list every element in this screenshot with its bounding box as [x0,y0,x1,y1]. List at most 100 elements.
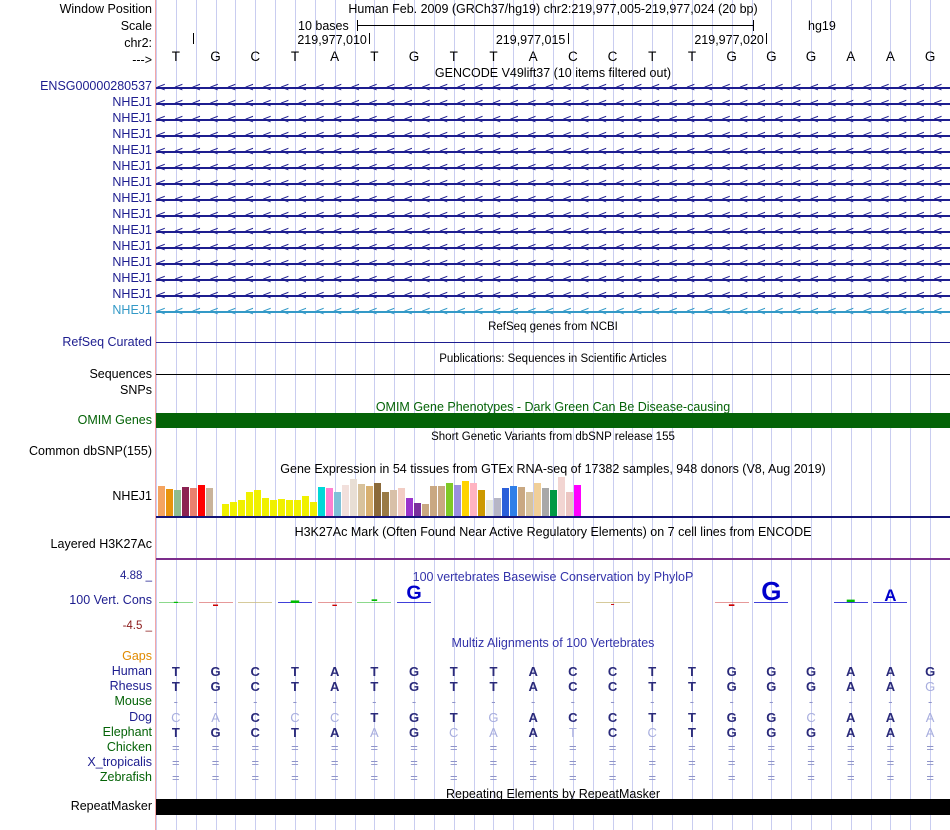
gencode-row-label[interactable]: NHEJ1 [112,207,152,221]
gencode-transcript-row[interactable]: <<<<<<<<<<<<<<<<<<<<<<<<<<<<<<<<<<<<<<<<… [156,129,950,142]
gtex-tissue-bar[interactable] [222,503,230,517]
gtex-tissue-bar[interactable] [534,482,542,517]
gtex-tissue-bar[interactable] [558,476,566,517]
phylop-conservation-plot[interactable]: ▬ ▬ ▬ ▬ ▬ G ▬ ▬ G ▬ A [156,562,950,630]
gtex-tissue-bar[interactable] [574,484,582,517]
gencode-transcript-row[interactable]: <<<<<<<<<<<<<<<<<<<<<<<<<<<<<<<<<<<<<<<<… [156,113,950,126]
gencode-row-label[interactable]: NHEJ1 [112,143,152,157]
multiz-species-label[interactable]: X_tropicalis [87,755,152,770]
gencode-transcript-row[interactable]: <<<<<<<<<<<<<<<<<<<<<<<<<<<<<<<<<<<<<<<<… [156,305,950,318]
gtex-tissue-bar[interactable] [430,486,438,517]
multiz-species-label[interactable]: Elephant [102,724,152,739]
refseq-feature-line[interactable] [156,342,950,344]
gtex-tissue-bar[interactable] [518,487,526,517]
gencode-transcript-row[interactable]: <<<<<<<<<<<<<<<<<<<<<<<<<<<<<<<<<<<<<<<<… [156,161,950,174]
label-refseq-curated[interactable]: RefSeq Curated [62,335,152,349]
gtex-tissue-bar[interactable] [350,478,358,517]
gtex-tissue-bar[interactable] [566,492,574,517]
gtex-tissue-bar[interactable] [550,490,558,517]
gencode-row-label[interactable]: ENSG00000280537 [40,79,152,93]
gtex-tissue-bar[interactable] [254,490,262,517]
gtex-tissue-bar[interactable] [502,488,510,517]
label-gtex-nhej1[interactable]: NHEJ1 [112,489,152,503]
label-snps[interactable]: SNPs [120,383,152,397]
gtex-tissue-bar[interactable] [158,486,166,517]
gencode-row-label[interactable]: NHEJ1 [112,287,152,301]
label-100-vert-cons[interactable]: 100 Vert. Cons [69,593,152,607]
gencode-transcript-row[interactable]: <<<<<<<<<<<<<<<<<<<<<<<<<<<<<<<<<<<<<<<<… [156,273,950,286]
gtex-tissue-bar[interactable] [478,490,486,517]
gtex-tissue-bar[interactable] [422,503,430,517]
gencode-transcript-row[interactable]: <<<<<<<<<<<<<<<<<<<<<<<<<<<<<<<<<<<<<<<<… [156,145,950,158]
gtex-tissue-bar[interactable] [462,480,470,517]
gencode-row-label[interactable]: NHEJ1 [112,271,152,285]
gtex-tissue-bar[interactable] [190,488,198,517]
gtex-tissue-bar[interactable] [470,482,478,517]
label-common-dbsnp[interactable]: Common dbSNP(155) [29,444,152,458]
gencode-transcript-row[interactable]: <<<<<<<<<<<<<<<<<<<<<<<<<<<<<<<<<<<<<<<<… [156,97,950,110]
gtex-tissue-bar[interactable] [342,484,350,517]
gencode-row-label[interactable]: NHEJ1 [112,95,152,109]
multiz-species-label[interactable]: Dog [129,709,152,724]
gtex-tissue-bar[interactable] [286,499,294,517]
gtex-tissue-bar[interactable] [486,499,494,517]
gtex-tissue-bar[interactable] [526,492,534,517]
multiz-species-label[interactable]: Mouse [114,694,152,709]
gtex-tissue-bar[interactable] [310,501,318,517]
gtex-tissue-bar[interactable] [166,489,174,517]
label-repeatmasker[interactable]: RepeatMasker [70,799,152,813]
gtex-tissue-bar[interactable] [206,488,214,517]
gencode-row-label[interactable]: NHEJ1 [112,175,152,189]
gencode-transcript-row[interactable]: <<<<<<<<<<<<<<<<<<<<<<<<<<<<<<<<<<<<<<<<… [156,177,950,190]
gencode-row-label[interactable]: NHEJ1 [112,159,152,173]
gtex-tissue-bar[interactable] [198,484,206,517]
gtex-tissue-bar[interactable] [582,497,590,517]
gencode-transcript-row[interactable]: <<<<<<<<<<<<<<<<<<<<<<<<<<<<<<<<<<<<<<<<… [156,81,950,94]
gtex-tissue-bar[interactable] [390,490,398,517]
gtex-tissue-bar[interactable] [406,497,414,517]
gencode-row-label[interactable]: NHEJ1 [112,239,152,253]
label-layered-h3k27ac[interactable]: Layered H3K27Ac [50,537,152,551]
gtex-tissue-bar[interactable] [446,482,454,517]
gtex-tissue-bar[interactable] [438,485,446,517]
gtex-tissue-bar[interactable] [270,499,278,517]
gtex-tissue-bar[interactable] [262,497,270,517]
gtex-tissue-bar[interactable] [174,490,182,517]
gencode-row-label[interactable]: NHEJ1 [112,127,152,141]
multiz-species-label[interactable]: Rhesus [109,679,152,694]
gtex-tissue-bar[interactable] [326,488,334,517]
gtex-tissue-bar[interactable] [230,501,238,517]
gtex-tissue-bar[interactable] [182,487,190,517]
gencode-transcript-row[interactable]: <<<<<<<<<<<<<<<<<<<<<<<<<<<<<<<<<<<<<<<<… [156,225,950,238]
gtex-tissue-bar[interactable] [238,499,246,517]
gencode-row-label[interactable]: NHEJ1 [112,255,152,269]
gtex-tissue-bar[interactable] [374,482,382,517]
gtex-tissue-bar[interactable] [510,486,518,517]
gencode-row-label[interactable]: NHEJ1 [112,191,152,205]
label-sequences[interactable]: Sequences [89,367,152,381]
gtex-tissue-bar[interactable] [246,492,254,517]
gtex-tissue-bar[interactable] [278,498,286,517]
gtex-tissue-bar[interactable] [294,499,302,517]
gtex-tissue-bar[interactable] [454,484,462,517]
omim-gene-bar[interactable] [156,413,950,428]
gencode-transcript-row[interactable]: <<<<<<<<<<<<<<<<<<<<<<<<<<<<<<<<<<<<<<<<… [156,289,950,302]
gencode-row-label[interactable]: NHEJ1 [112,223,152,237]
label-omim-genes[interactable]: OMIM Genes [77,413,152,427]
gtex-tissue-bar[interactable] [414,502,422,517]
multiz-species-label[interactable]: Chicken [106,740,152,754]
gtex-tissue-bar[interactable] [398,488,406,517]
multiz-species-label[interactable]: Human [111,664,152,678]
repeatmasker-bar[interactable] [156,799,950,815]
gtex-tissue-bar[interactable] [366,486,374,517]
gtex-tissue-bar[interactable] [334,492,342,517]
gtex-expression-barchart[interactable] [156,473,950,517]
multiz-species-label[interactable]: Zebrafish [99,770,152,785]
gtex-tissue-bar[interactable] [494,497,502,517]
gencode-row-label[interactable]: NHEJ1 [112,111,152,125]
gtex-tissue-bar[interactable] [302,496,310,517]
gtex-tissue-bar[interactable] [318,487,326,517]
gencode-transcript-row[interactable]: <<<<<<<<<<<<<<<<<<<<<<<<<<<<<<<<<<<<<<<<… [156,209,950,222]
gencode-transcript-row[interactable]: <<<<<<<<<<<<<<<<<<<<<<<<<<<<<<<<<<<<<<<<… [156,193,950,206]
